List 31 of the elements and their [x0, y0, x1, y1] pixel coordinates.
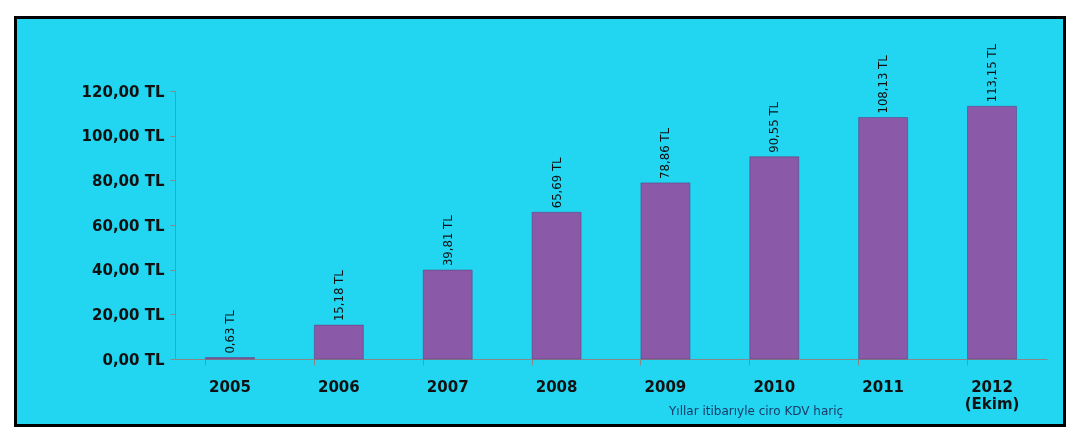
- y-tick-label: 60,00 TL: [92, 216, 165, 235]
- x-tick-label: 2011: [862, 377, 905, 396]
- data-label: 113,15 TL: [984, 43, 1000, 103]
- text: Yıllar itibarıyle ciro KDV hariç: [669, 404, 844, 418]
- x-tick-label: 2007: [426, 377, 469, 396]
- x-tick-label: 2010: [753, 377, 796, 396]
- data-label: 15,18 TL: [330, 269, 346, 322]
- data-label: 108,13 TL: [875, 54, 891, 114]
- y-tick-label: 80,00 TL: [92, 171, 165, 190]
- bar: [314, 324, 364, 360]
- y-tick-label: 120,00 TL: [81, 82, 165, 101]
- bar: [640, 182, 691, 360]
- data-label: 65,69 TL: [548, 156, 564, 209]
- bar: [749, 156, 800, 360]
- data-label: 0,63 TL: [221, 309, 237, 354]
- x-tick-label: 2009: [644, 377, 687, 396]
- bar: [967, 106, 1017, 360]
- x-tick-label: 2006: [317, 377, 360, 396]
- data-label: 78,86 TL: [657, 127, 673, 179]
- y-tick-label: 100,00 TL: [81, 127, 165, 146]
- bar: [858, 117, 908, 360]
- data-label: 39,81 TL: [439, 214, 455, 267]
- x-tick-label: 2012 (Ekim): [964, 377, 1020, 413]
- x-tick-label: 2005: [209, 377, 251, 396]
- y-tick-label: 20,00 TL: [92, 305, 165, 324]
- data-label: 90,55 TL: [766, 101, 782, 153]
- y-tick-label: 40,00 TL: [92, 261, 165, 280]
- bar: [422, 269, 473, 360]
- y-tick-label: 0,00 TL: [102, 350, 165, 369]
- x-tick-label: 2008: [535, 377, 578, 396]
- bar: [531, 212, 582, 360]
